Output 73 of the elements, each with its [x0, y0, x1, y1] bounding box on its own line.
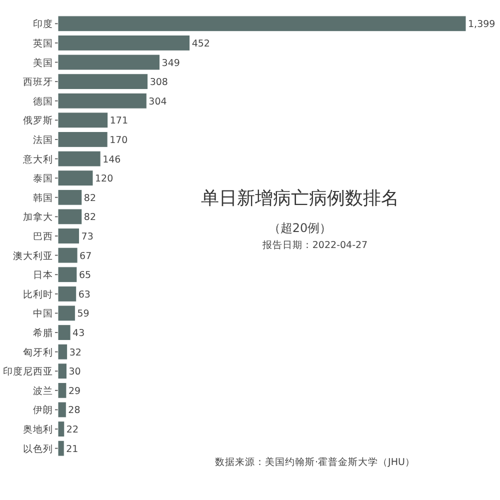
data-label: 21 — [66, 444, 78, 455]
data-label: 73 — [81, 232, 94, 242]
data-label: 59 — [77, 308, 90, 320]
data-label: 32 — [69, 347, 82, 358]
bar — [58, 344, 68, 360]
y-tick-label: 意大利 — [22, 153, 53, 166]
y-tick-label: 美国 — [33, 56, 53, 69]
data-label: 170 — [110, 134, 128, 146]
data-label: 67 — [80, 250, 92, 262]
y-tick-label: 澳大利亚 — [13, 250, 53, 262]
data-label: 30 — [68, 366, 81, 378]
y-tick-label: 韩国 — [33, 192, 53, 204]
y-tick-label: 德国 — [33, 96, 53, 108]
bar — [58, 247, 78, 264]
bar — [58, 440, 64, 456]
data-label: 28 — [68, 405, 80, 416]
bar — [58, 402, 66, 418]
data-label: 82 — [84, 212, 96, 224]
y-tick-label: 英国 — [33, 37, 53, 50]
bar — [58, 228, 80, 244]
bar — [58, 150, 101, 167]
y-tick-label: 比利时 — [23, 288, 53, 300]
text: （超20例） — [268, 221, 332, 235]
bar — [58, 266, 78, 283]
data-label: 63 — [78, 289, 90, 300]
data-label: 171 — [110, 116, 128, 127]
data-label: 452 — [192, 38, 210, 50]
bar — [58, 324, 71, 340]
bar — [58, 189, 82, 206]
data-label: 82 — [84, 192, 96, 204]
bar — [58, 34, 190, 51]
bar — [58, 421, 65, 438]
y-tick-label: 希腊 — [33, 327, 53, 340]
y-tick-label: 印度尼西亚 — [3, 366, 53, 378]
data-label: 43 — [72, 328, 85, 340]
bar — [58, 305, 76, 322]
bar — [58, 382, 67, 398]
data-label: 22 — [66, 424, 79, 436]
bar — [58, 54, 160, 70]
y-tick-label: 西班牙 — [23, 76, 53, 88]
y-tick-label: 巴西 — [33, 232, 53, 242]
y-tick-label: 以色列 — [23, 442, 53, 455]
y-tick-label: 印度 — [33, 18, 53, 30]
y-tick-label: 中国 — [33, 308, 53, 320]
data-label: 308 — [150, 77, 168, 88]
bar — [58, 170, 94, 186]
bar — [58, 132, 108, 148]
bar — [58, 286, 77, 302]
y-tick-label: 波兰 — [33, 384, 53, 397]
y-tick-label: 泰国 — [33, 174, 53, 185]
text: 单日新增病亡病例数排名 — [201, 188, 399, 209]
bar — [58, 16, 466, 32]
bar — [58, 74, 148, 90]
y-tick-label: 加拿大 — [23, 211, 53, 224]
data-label: 29 — [68, 386, 81, 397]
data-label: 1,399 — [468, 19, 496, 30]
data-label: 349 — [162, 58, 180, 69]
y-tick-label: 匈牙利 — [23, 346, 53, 358]
annotation: 报告日期：2022-04-27 — [261, 239, 368, 251]
bar — [58, 92, 147, 109]
y-tick-label: 俄罗斯 — [23, 114, 53, 127]
bar — [58, 363, 67, 380]
y-tick-label: 奥地利 — [23, 424, 53, 436]
data-label: 146 — [102, 154, 121, 166]
data-label: 65 — [78, 270, 92, 282]
bar — [58, 112, 108, 128]
data-label: 120 — [94, 174, 114, 185]
y-tick-label: 伊朗 — [33, 404, 53, 416]
y-tick-label: 法国 — [33, 134, 53, 146]
bar — [58, 208, 82, 225]
data-label: 304 — [148, 96, 167, 108]
annotation: 数据来源：美国约翰斯·霍普金斯大学（JHU） — [215, 456, 415, 468]
y-tick-label: 日本 — [33, 269, 53, 282]
